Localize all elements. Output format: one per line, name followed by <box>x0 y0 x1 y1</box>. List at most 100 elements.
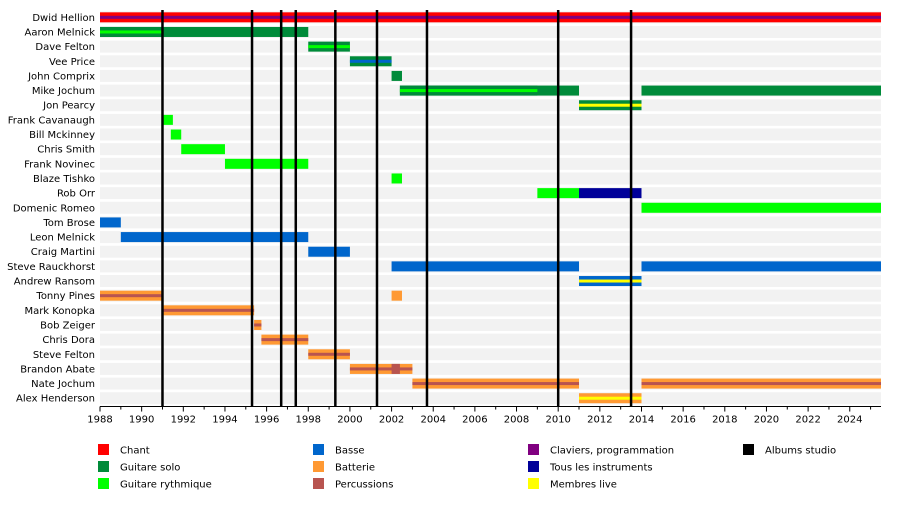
x-tick-label: 1998 <box>296 415 321 426</box>
legend-label: Albums studio <box>765 446 836 457</box>
legend-swatch <box>98 478 109 489</box>
legend-swatch <box>98 461 109 472</box>
x-tick-label: 2008 <box>504 415 529 426</box>
row-background <box>100 172 881 185</box>
row-background <box>100 245 881 258</box>
member-bar <box>170 129 182 140</box>
member-bar <box>391 290 402 301</box>
member-name: Blaze Tishko <box>33 174 95 185</box>
member-name: Andrew Ransom <box>14 277 95 288</box>
member-bar <box>641 85 881 96</box>
row-background <box>100 40 881 53</box>
member-bar <box>391 261 580 272</box>
row-background <box>100 348 881 361</box>
member-name: Chris Smith <box>37 145 95 156</box>
x-tick-label: 1990 <box>129 415 154 426</box>
row-background <box>100 318 881 331</box>
row-background <box>100 157 881 170</box>
legend-swatch <box>528 444 539 455</box>
member-bar <box>120 232 309 243</box>
member-name: Bill Mckinney <box>29 130 95 141</box>
row-background <box>100 362 881 375</box>
member-name: Brandon Abate <box>20 364 95 375</box>
x-tick-label: 1992 <box>171 415 196 426</box>
x-tick-label: 2016 <box>670 415 695 426</box>
member-name: Steve Rauckhorst <box>7 262 95 273</box>
legend-label: Claviers, programmation <box>550 446 674 457</box>
row-background <box>100 113 881 126</box>
legend-label: Guitare solo <box>120 463 180 474</box>
member-bar-stripe <box>349 59 392 63</box>
member-bar <box>391 363 400 374</box>
legend-swatch <box>313 478 324 489</box>
member-name: Mark Konopka <box>24 306 95 317</box>
legend-label: Tous les instruments <box>549 463 653 474</box>
member-bar-stripe <box>308 45 350 49</box>
row-background <box>100 187 881 200</box>
member-name: Domenic Romeo <box>13 203 95 214</box>
member-name: Jon Pearcy <box>42 101 95 112</box>
legend-swatch <box>313 444 324 455</box>
row-background <box>100 392 881 405</box>
member-name: Aaron Melnick <box>25 27 96 38</box>
x-tick-label: 2010 <box>545 415 570 426</box>
x-tick-label: 2022 <box>795 415 820 426</box>
member-name: John Comprix <box>27 71 95 82</box>
member-bar <box>224 158 309 169</box>
x-tick-label: 1988 <box>87 415 112 426</box>
row-background <box>100 333 881 346</box>
member-bar <box>579 188 642 199</box>
legend-label: Guitare rythmique <box>120 480 212 491</box>
member-name: Bob Zeiger <box>40 320 96 331</box>
member-name: Nate Jochum <box>31 379 95 390</box>
member-bar-stripe <box>254 323 262 327</box>
member-name: Rob Orr <box>57 189 96 200</box>
member-bar <box>391 70 402 81</box>
member-name: Chris Dora <box>42 335 95 346</box>
legend-swatch <box>528 478 539 489</box>
member-bar <box>308 246 350 257</box>
x-tick-label: 2020 <box>754 415 779 426</box>
member-name: Tom Brose <box>42 218 95 229</box>
legend-swatch <box>528 461 539 472</box>
member-bar-stripe <box>100 294 163 298</box>
row-background <box>100 55 881 68</box>
legend-label: Membres live <box>550 480 617 491</box>
member-bar-stripe <box>579 103 642 107</box>
member-bar <box>181 144 225 155</box>
member-bar <box>100 217 121 228</box>
member-name: Vee Price <box>49 57 95 68</box>
x-tick-label: 2006 <box>462 415 487 426</box>
member-name: Leon Melnick <box>30 233 95 244</box>
legend-swatch <box>98 444 109 455</box>
member-name: Frank Cavanaugh <box>8 115 95 126</box>
member-name: Mike Jochum <box>32 86 95 97</box>
member-name: Dwid Hellion <box>32 13 95 24</box>
member-name: Tonny Pines <box>35 291 95 302</box>
row-background <box>100 128 881 141</box>
legend-swatch <box>743 444 754 455</box>
member-name: Steve Felton <box>33 350 95 361</box>
x-tick-label: 2024 <box>837 415 862 426</box>
x-tick-label: 2014 <box>629 415 654 426</box>
row-background <box>100 216 881 229</box>
member-bar-stripe <box>100 15 881 19</box>
x-tick-label: 2002 <box>379 415 404 426</box>
x-tick-label: 2018 <box>712 415 737 426</box>
member-name: Craig Martini <box>31 247 95 258</box>
x-tick-label: 1994 <box>212 415 237 426</box>
member-bar-stripe <box>579 396 642 400</box>
row-background <box>100 69 881 82</box>
x-tick-label: 1996 <box>254 415 279 426</box>
legend-label: Batterie <box>335 463 375 474</box>
legend-label: Chant <box>120 446 150 457</box>
row-background <box>100 275 881 288</box>
x-tick-label: 2000 <box>337 415 362 426</box>
member-bar-stripe <box>579 279 642 283</box>
member-bar-stripe <box>100 30 163 34</box>
member-bar-stripe <box>399 89 538 93</box>
member-bar-stripe <box>412 382 580 386</box>
legend-label: Percussions <box>335 480 393 491</box>
legend-label: Basse <box>335 446 365 457</box>
member-bar <box>391 173 402 184</box>
